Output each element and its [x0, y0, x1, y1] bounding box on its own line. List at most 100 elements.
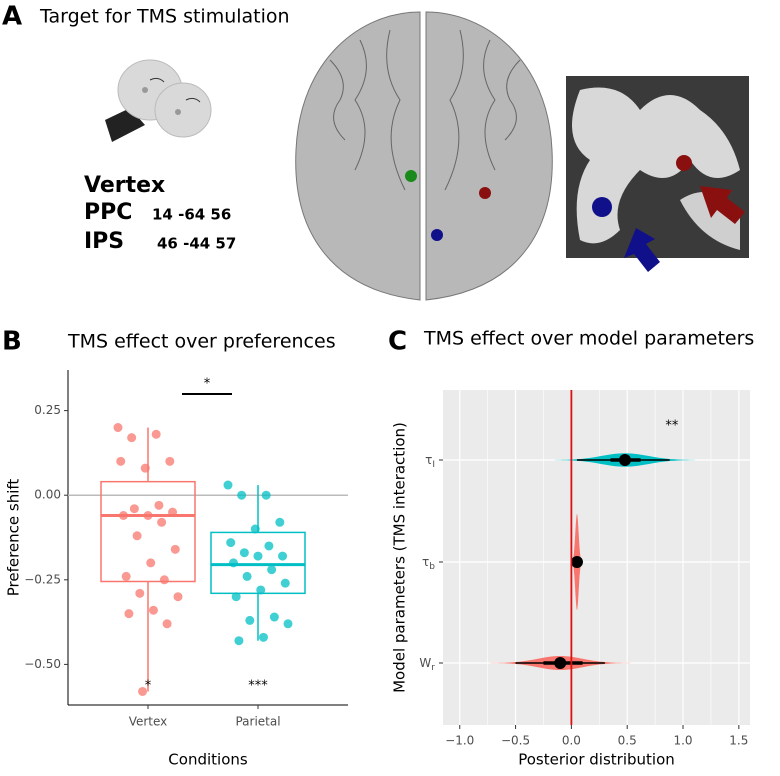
point	[231, 592, 241, 602]
point	[127, 433, 137, 443]
chart-title: TMS effect over model parameters	[423, 328, 754, 350]
x-tick-label: Parietal	[235, 715, 280, 729]
x-tick-label: −0.5	[501, 734, 530, 748]
y-tick-label: 0.00	[34, 488, 61, 502]
y-tick-label: −0.25	[24, 572, 61, 586]
y-tick-label: −0.50	[24, 657, 61, 671]
point	[129, 504, 139, 514]
point	[132, 531, 142, 541]
point	[283, 619, 293, 629]
panel-label: A	[2, 2, 22, 32]
point	[118, 511, 128, 521]
point	[250, 524, 260, 534]
point	[226, 538, 236, 548]
target-name: IPS	[84, 229, 124, 254]
point	[275, 517, 285, 527]
point	[151, 429, 161, 439]
point	[121, 571, 131, 581]
y-axis-title: Model parameters (TMS interaction)	[391, 422, 409, 693]
label-subscript: b	[429, 562, 435, 572]
label-subscript: r	[431, 663, 435, 673]
point	[113, 423, 123, 433]
significance: *	[145, 679, 152, 694]
point	[253, 551, 263, 561]
x-tick-label: 0.0	[562, 734, 581, 748]
arrow	[624, 228, 660, 272]
point	[162, 619, 172, 629]
label-symbol: τ	[422, 555, 429, 569]
x-tick-label: −1.0	[445, 734, 474, 748]
target-dot	[405, 170, 417, 182]
point	[280, 578, 290, 588]
target-coords: 46 -44 57	[157, 235, 236, 253]
significance: **	[665, 419, 679, 434]
point	[234, 636, 244, 646]
box	[210, 531, 306, 595]
label-symbol: W	[419, 656, 431, 670]
point	[256, 585, 266, 595]
y-tick-label: Wr	[419, 656, 435, 673]
target-name: Vertex	[84, 173, 165, 198]
point	[173, 592, 183, 602]
point	[124, 609, 134, 619]
point	[239, 548, 249, 558]
point	[148, 605, 158, 615]
point	[278, 551, 288, 561]
point-estimate	[618, 454, 631, 466]
x-axis-title: Posterior distribution	[518, 751, 675, 769]
target-dot	[676, 155, 692, 171]
box	[100, 480, 196, 583]
point	[242, 571, 252, 581]
brain-image	[295, 11, 553, 301]
x-tick-label: 0.5	[618, 734, 637, 748]
point	[116, 456, 126, 466]
point	[165, 456, 175, 466]
comparison-label: *	[204, 377, 211, 392]
tms-coil-icon	[105, 59, 212, 142]
point	[146, 558, 156, 568]
target-dot	[592, 197, 612, 217]
chart-title: TMS effect over preferences	[67, 331, 336, 353]
point	[264, 541, 274, 551]
y-tick-label: τI	[425, 453, 435, 470]
point	[159, 575, 169, 585]
point	[157, 517, 167, 527]
panel-label: C	[388, 327, 407, 357]
target-name: PPC	[84, 200, 132, 225]
y-axis-title: Preference shift	[5, 479, 23, 597]
point	[138, 686, 148, 696]
point	[223, 480, 233, 490]
significance: ***	[248, 679, 268, 694]
x-tick-label: 1.5	[729, 734, 748, 748]
point	[237, 490, 247, 500]
point	[245, 615, 255, 625]
panel-label: B	[2, 327, 22, 357]
label-subscript: I	[432, 460, 435, 470]
point	[228, 558, 238, 568]
point	[267, 565, 277, 575]
point	[143, 511, 153, 521]
target-dot	[479, 187, 491, 199]
x-tick-label: Vertex	[129, 715, 168, 729]
point	[168, 507, 178, 517]
point	[269, 612, 279, 622]
target-dot	[431, 229, 443, 241]
point	[140, 463, 150, 473]
point	[261, 490, 271, 500]
y-tick-label: τb	[422, 555, 435, 572]
x-axis-title: Conditions	[168, 751, 248, 769]
x-tick-label: 1.0	[673, 734, 692, 748]
inset-image	[566, 76, 749, 258]
point-estimate	[554, 657, 567, 669]
arrow	[700, 186, 745, 224]
plot-background	[443, 390, 750, 725]
point	[154, 500, 164, 510]
point-estimate	[570, 556, 583, 568]
point	[135, 588, 145, 598]
label-symbol: τ	[425, 453, 432, 467]
point	[258, 632, 268, 642]
y-tick-label: 0.25	[34, 403, 61, 417]
panel-title: Target for TMS stimulation	[39, 6, 290, 28]
point	[170, 544, 180, 554]
